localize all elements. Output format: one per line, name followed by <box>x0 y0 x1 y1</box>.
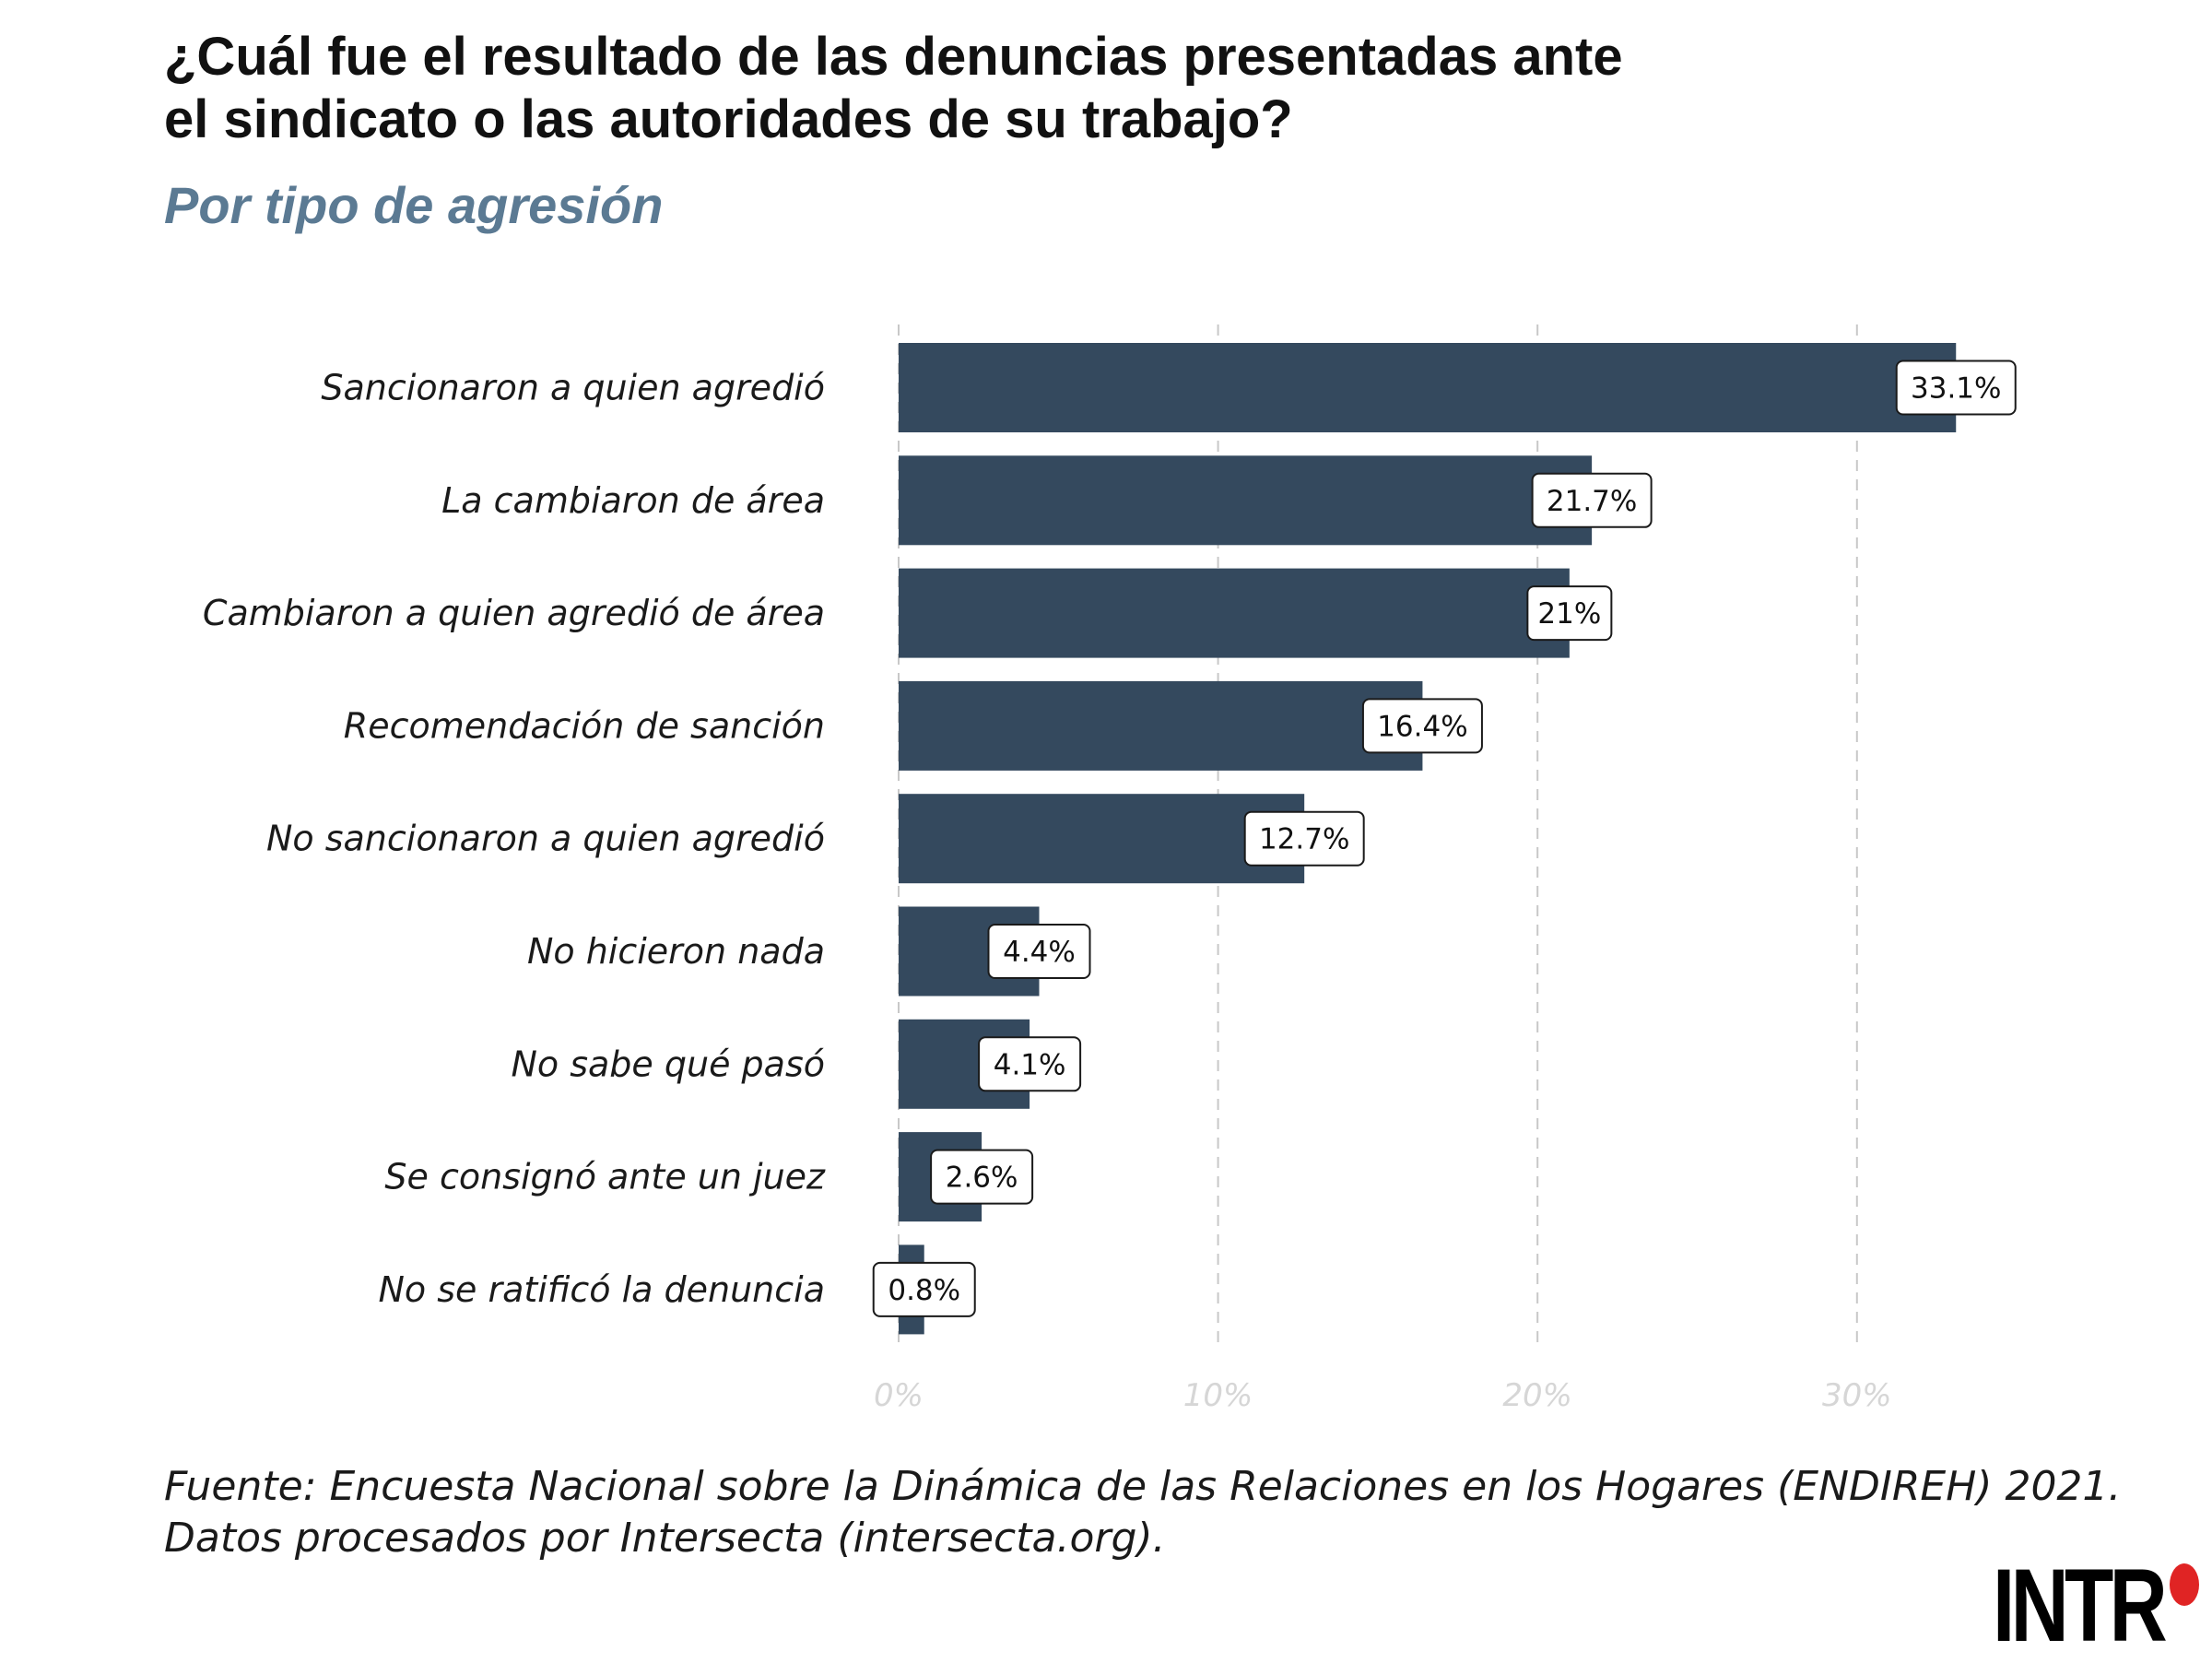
value-label-box <box>1895 360 2017 416</box>
value-label-box <box>1526 585 1613 642</box>
chart-title: ¿Cuál fue el resultado de las denuncias … <box>164 26 2007 151</box>
x-tick-label: 30% <box>1822 1377 1892 1414</box>
x-tick-label: 10% <box>1183 1377 1253 1414</box>
value-label-box <box>1243 810 1365 867</box>
value-label: 21.7% <box>1547 485 1637 518</box>
value-label-box <box>930 1149 1034 1205</box>
bars <box>899 343 1957 1335</box>
intersecta-logo: INTR <box>1993 1548 2201 1663</box>
value-label: 0.8% <box>888 1274 960 1307</box>
category-label: No sabe qué pasó <box>511 1044 825 1084</box>
chart-title-line-2: el sindicato o las autoridades de su tra… <box>164 89 1293 149</box>
bar <box>899 794 1305 884</box>
chart-title-line-1: ¿Cuál fue el resultado de las denuncias … <box>164 27 1623 87</box>
bar <box>899 343 1957 432</box>
logo-wordmark: INTR <box>1993 1548 2168 1663</box>
source-line-1: Fuente: Encuesta Nacional sobre la Dinám… <box>164 1463 2122 1510</box>
category-label: Cambiaron a quien agredió de área <box>203 593 825 633</box>
source-caption: Fuente: Encuesta Nacional sobre la Dinám… <box>164 1461 2173 1564</box>
source-line-2: Datos procesados por Intersecta (interse… <box>164 1515 1166 1562</box>
value-label: 33.1% <box>1911 372 2001 406</box>
category-label: Sancionaron a quien agredió <box>321 368 825 408</box>
category-label: No hicieron nada <box>527 931 825 972</box>
value-label: 12.7% <box>1259 823 1349 856</box>
x-tick-label: 20% <box>1502 1377 1572 1414</box>
value-label: 4.4% <box>1003 936 1076 969</box>
x-tick-label: 0% <box>874 1377 924 1414</box>
category-label: No se ratificó la denuncia <box>378 1269 825 1310</box>
value-label-box <box>872 1261 976 1317</box>
value-label: 21% <box>1537 597 1601 631</box>
labels: 0% 10% 20% 30% Sancionaron a quien agredió 33… <box>203 360 2017 1414</box>
value-label-box <box>987 924 1091 979</box>
category-label: La cambiaron de área <box>441 480 825 521</box>
bar-chart: 0% 10% 20% 30% Sancionaron a quien agredió 33… <box>203 324 2017 1414</box>
logo-accent-dot <box>2170 1563 2199 1606</box>
value-label-box <box>978 1036 1082 1092</box>
value-label: 16.4% <box>1377 710 1467 743</box>
value-label: 2.6% <box>946 1162 1018 1195</box>
bar <box>899 455 1593 546</box>
category-label: Recomendación de sanción <box>344 705 825 746</box>
bar <box>899 568 1570 658</box>
category-label: No sancionaron a quien agredió <box>266 819 825 859</box>
value-label: 4.1% <box>994 1048 1066 1081</box>
category-label: Se consignó ante un juez <box>384 1157 826 1197</box>
chart-subtitle: Por tipo de agresión <box>164 176 664 234</box>
bar <box>899 680 1423 771</box>
value-label-box <box>1531 472 1653 528</box>
value-label-box <box>1361 698 1483 754</box>
